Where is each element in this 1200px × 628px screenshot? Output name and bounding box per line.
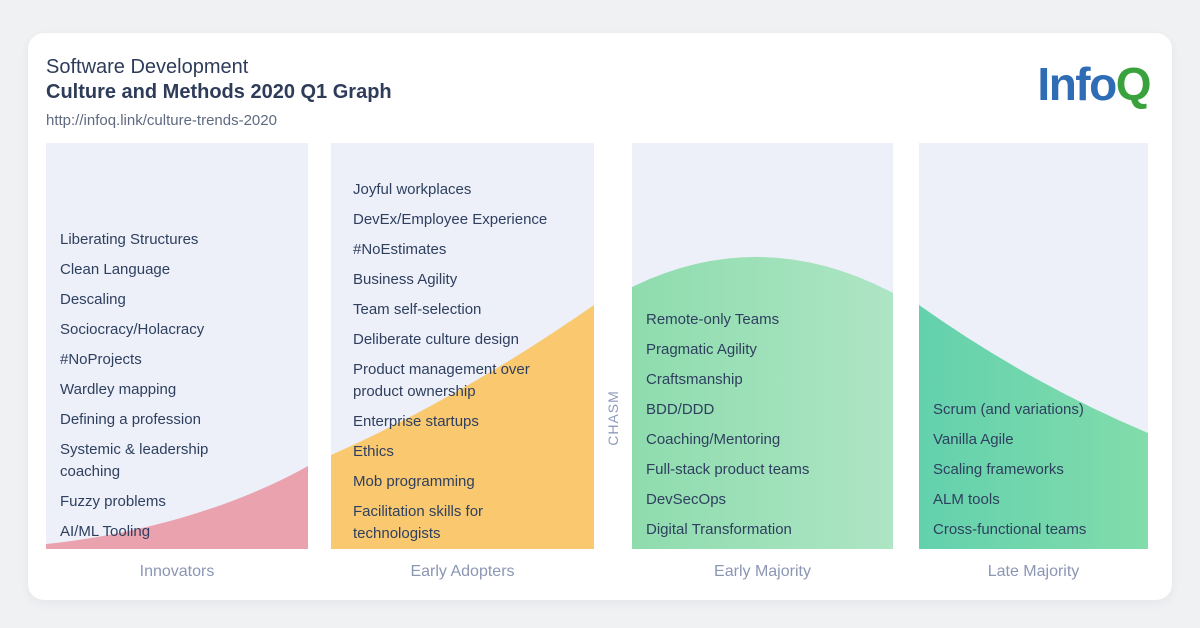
list-item: Vanilla Agile: [933, 431, 1014, 448]
list-item: Defining a profession: [60, 411, 201, 428]
list-item: Deliberate culture design: [353, 331, 519, 348]
list-item: Product management over product ownershi…: [353, 361, 530, 400]
list-item: Craftsmanship: [646, 371, 743, 388]
list-item: Clean Language: [60, 261, 171, 278]
list-item: AI/ML Tooling: [60, 523, 151, 540]
list-item: Full-stack product teams: [646, 461, 810, 478]
list-item: Scrum (and variations): [933, 401, 1084, 418]
list-item: Sociocracy/Holacracy: [60, 321, 205, 338]
list-item: Cross-functional teams: [933, 521, 1087, 538]
early-adopters-items: Joyful workplaces DevEx/Employee Experie…: [331, 143, 594, 549]
list-item: Liberating Structures: [60, 231, 199, 248]
page-title-line1: Software Development: [46, 56, 249, 78]
innovators-items: Liberating Structures Clean Language Des…: [46, 143, 308, 549]
list-item: Ethics: [353, 443, 394, 460]
list-item: Fuzzy problems: [60, 493, 166, 510]
list-item: Remote-only Teams: [646, 311, 780, 328]
chasm-label: CHASM: [605, 390, 621, 446]
source-url: http://infoq.link/culture-trends-2020: [46, 112, 277, 129]
late-majority-items: Scrum (and variations) Vanilla Agile Sca…: [919, 143, 1148, 549]
list-item: Pragmatic Agility: [646, 341, 757, 358]
list-item: Digital Transformation: [646, 521, 792, 538]
early-majority-curve: [632, 256, 893, 549]
innovators-curve: [46, 466, 308, 549]
list-item: BDD/DDD: [646, 401, 715, 418]
list-item: #NoEstimates: [353, 241, 447, 258]
list-item: Wardley mapping: [60, 381, 177, 398]
list-item: Scaling frameworks: [933, 461, 1064, 478]
page-title-line2: Culture and Methods 2020 Q1 Graph: [46, 81, 392, 103]
axis-label-innovators: Innovators: [139, 563, 215, 580]
list-item: Enterprise startups: [353, 413, 479, 430]
infoq-logo: InfoQ: [1037, 58, 1152, 110]
panel-early-adopters: Joyful workplaces DevEx/Employee Experie…: [331, 143, 594, 549]
list-item: Facilitation skills for technologists: [353, 503, 484, 542]
header: Software Development Culture and Methods…: [46, 55, 392, 129]
list-item: Business Agility: [353, 271, 458, 288]
list-item: Descaling: [60, 291, 126, 308]
list-item: ALM tools: [933, 491, 1000, 508]
infoq-logo-q: Q: [1115, 58, 1152, 110]
early-adopters-curve: [331, 305, 594, 549]
list-item: DevSecOps: [646, 491, 727, 508]
early-majority-items: Remote-only Teams Pragmatic Agility Craf…: [632, 143, 893, 549]
list-item: Team self-selection: [353, 301, 482, 318]
late-majority-curve: [919, 305, 1148, 549]
list-item: DevEx/Employee Experience: [353, 211, 548, 228]
list-item: #NoProjects: [60, 351, 142, 368]
list-item: Systemic & leadership coaching: [60, 441, 209, 480]
list-item: Joyful workplaces: [353, 181, 472, 198]
axis-label-early-adopters: Early Adopters: [410, 563, 515, 580]
infographic-card: Software Development Culture and Methods…: [28, 33, 1172, 600]
list-item: Coaching/Mentoring: [646, 431, 781, 448]
infoq-logo-info: Info: [1037, 58, 1117, 110]
axis-label-early-majority: Early Majority: [714, 563, 811, 580]
panel-innovators: Liberating Structures Clean Language Des…: [46, 143, 308, 549]
panel-late-majority: Scrum (and variations) Vanilla Agile Sca…: [919, 143, 1148, 549]
list-item: Mob programming: [353, 473, 475, 490]
panel-early-majority: Remote-only Teams Pragmatic Agility Craf…: [632, 143, 893, 549]
axis-label-late-majority: Late Majority: [987, 563, 1080, 580]
